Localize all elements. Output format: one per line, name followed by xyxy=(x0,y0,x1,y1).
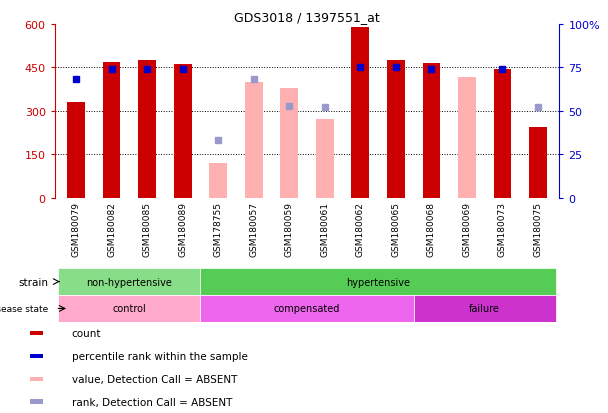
Bar xyxy=(30,399,43,404)
Bar xyxy=(280,88,298,198)
Text: GSM180082: GSM180082 xyxy=(107,202,116,256)
Text: control: control xyxy=(112,304,147,314)
Bar xyxy=(30,377,43,381)
Bar xyxy=(201,268,556,295)
Bar xyxy=(174,65,192,198)
Text: GSM180057: GSM180057 xyxy=(249,202,258,256)
Text: rank, Detection Call = ABSENT: rank, Detection Call = ABSENT xyxy=(72,396,232,407)
Text: GSM180073: GSM180073 xyxy=(498,202,507,256)
Text: hypertensive: hypertensive xyxy=(346,277,410,287)
Text: GSM180062: GSM180062 xyxy=(356,202,365,256)
Bar xyxy=(529,127,547,198)
Bar xyxy=(58,295,201,322)
Text: GSM180079: GSM180079 xyxy=(72,202,80,256)
Text: value, Detection Call = ABSENT: value, Detection Call = ABSENT xyxy=(72,374,237,384)
Text: strain: strain xyxy=(19,277,49,287)
Text: GSM180069: GSM180069 xyxy=(463,202,471,256)
Bar xyxy=(58,268,201,295)
Text: GSM180059: GSM180059 xyxy=(285,202,294,256)
Text: GSM180065: GSM180065 xyxy=(392,202,401,256)
Text: GSM180075: GSM180075 xyxy=(534,202,542,256)
Text: compensated: compensated xyxy=(274,304,340,314)
Bar xyxy=(387,61,405,198)
Bar xyxy=(67,103,85,198)
Bar xyxy=(201,295,413,322)
Bar xyxy=(351,28,369,198)
Bar xyxy=(103,62,120,198)
Text: GSM180085: GSM180085 xyxy=(143,202,151,256)
Text: GSM180061: GSM180061 xyxy=(320,202,330,256)
Bar xyxy=(316,120,334,198)
Text: count: count xyxy=(72,328,102,339)
Title: GDS3018 / 1397551_at: GDS3018 / 1397551_at xyxy=(234,11,380,24)
Bar xyxy=(458,78,476,198)
Text: failure: failure xyxy=(469,304,500,314)
Text: GSM178755: GSM178755 xyxy=(213,202,223,256)
Bar xyxy=(494,69,511,198)
Bar xyxy=(138,61,156,198)
Text: non-hypertensive: non-hypertensive xyxy=(86,277,172,287)
Text: GSM180089: GSM180089 xyxy=(178,202,187,256)
Bar xyxy=(30,331,43,336)
Bar xyxy=(209,164,227,198)
Bar xyxy=(413,295,556,322)
Text: percentile rank within the sample: percentile rank within the sample xyxy=(72,351,247,361)
Text: GSM180068: GSM180068 xyxy=(427,202,436,256)
Bar xyxy=(423,64,440,198)
Bar xyxy=(245,83,263,198)
Text: disease state: disease state xyxy=(0,304,49,313)
Bar xyxy=(30,354,43,358)
